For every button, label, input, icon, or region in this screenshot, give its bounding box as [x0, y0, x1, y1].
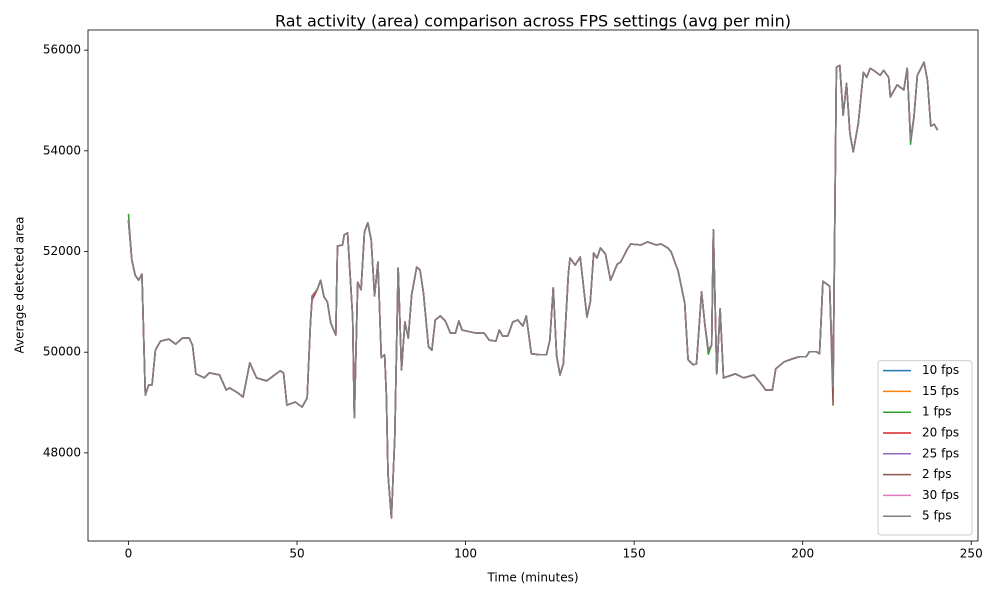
- legend-label: 30 fps: [922, 488, 959, 502]
- x-tick-label: 150: [623, 547, 646, 561]
- legend-label: 5 fps: [922, 509, 952, 523]
- x-tick-label: 0: [125, 547, 133, 561]
- y-axis-label: Average detected area: [13, 216, 27, 353]
- y-tick-label: 56000: [43, 43, 81, 57]
- chart-title: Rat activity (area) comparison across FP…: [275, 12, 791, 31]
- legend-label: 20 fps: [922, 426, 959, 440]
- legend-label: 15 fps: [922, 384, 959, 398]
- plot-area: [127, 61, 939, 519]
- legend-label: 25 fps: [922, 446, 959, 460]
- legend: 10 fps 15 fps 1 fps 20 fps 25 fps 2 fps 30 fps…: [877, 360, 973, 536]
- legend-label: 2 fps: [922, 467, 952, 481]
- legend-label: 10 fps: [922, 363, 959, 377]
- legend-label: 1 fps: [922, 405, 952, 419]
- x-tick-label: 200: [791, 547, 814, 561]
- x-tick-label: 50: [289, 547, 304, 561]
- y-tick-label: 48000: [43, 445, 81, 459]
- x-tick-label: 250: [960, 547, 983, 561]
- legend-box: [877, 360, 973, 536]
- y-tick-label: 50000: [43, 345, 81, 359]
- series-line: [127, 61, 939, 519]
- y-tick-label: 54000: [43, 143, 81, 157]
- x-tick-label: 100: [454, 547, 477, 561]
- x-axis-label: Time (minutes): [486, 571, 578, 585]
- y-tick-label: 52000: [43, 244, 81, 258]
- axes-frame: [87, 29, 979, 542]
